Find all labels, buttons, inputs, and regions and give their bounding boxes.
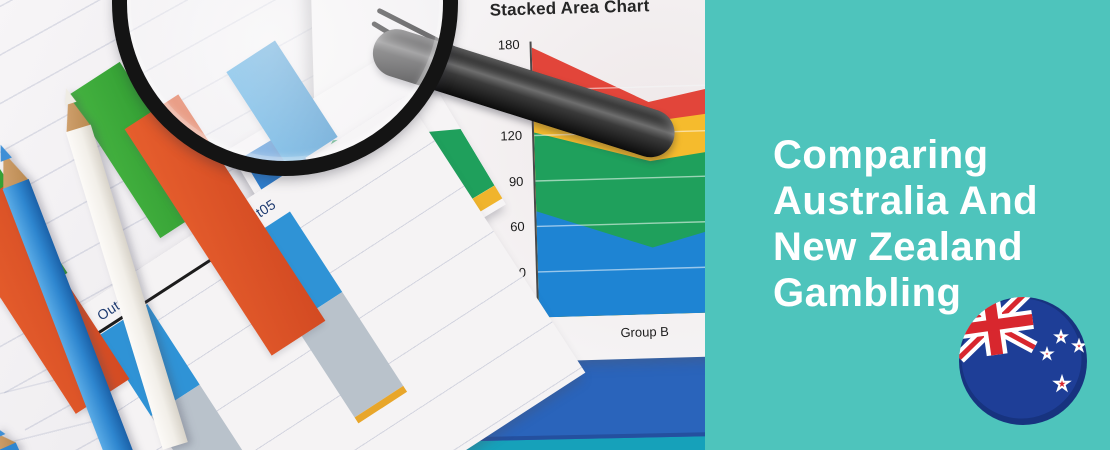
y-tick-label: 180 [497,36,520,53]
charts-desk-photo: Stacked Area Chart Series 1Series 2Serie… [0,0,706,450]
blue-pencil-tip [0,421,20,450]
headline-line-1: Comparing [773,133,989,177]
southern-cross-stars [1039,328,1087,393]
headline-line-3: New Zealand [773,225,1024,269]
x-tick-group-b: Group B [620,323,670,341]
banner-panel: Comparing Australia And New Zealand Gamb… [705,0,1110,450]
headline-line-4: Gambling [773,271,962,315]
y-tick-label: 120 [500,127,523,144]
area-series-1 [536,211,706,318]
star-icon [1071,337,1087,353]
new-zealand-flag-icon [959,297,1087,425]
pencil-point [60,86,76,105]
headline-line-2: Australia And [773,179,1039,223]
star-icon [1053,328,1069,344]
star-icon [1039,346,1055,361]
star-icon [1052,373,1072,393]
banner-headline: Comparing Australia And New Zealand Gamb… [773,132,1038,316]
pencil-point [0,143,12,162]
